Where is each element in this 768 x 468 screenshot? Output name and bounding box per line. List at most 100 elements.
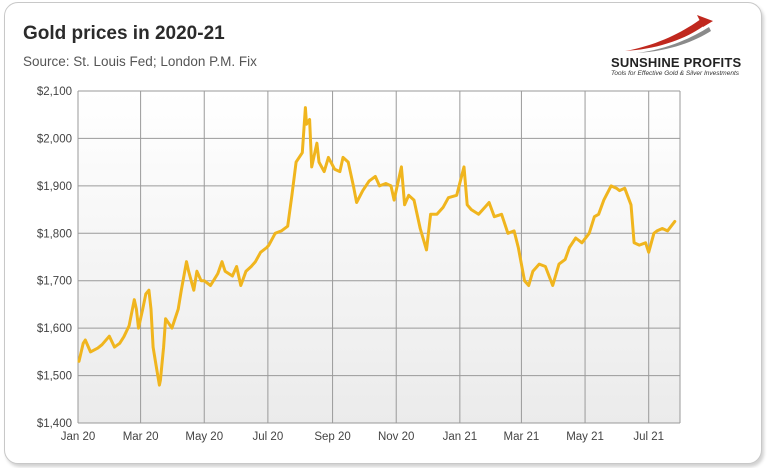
data-point (221, 260, 223, 263)
data-point (231, 275, 234, 277)
data-point (266, 246, 268, 249)
series-line-gold-price (77, 106, 677, 387)
chart-subtitle: Source: St. Louis Fed; London P.M. Fix (23, 54, 257, 69)
data-point (133, 298, 136, 301)
logo-swoosh-icon (625, 15, 713, 53)
data-point (633, 242, 635, 244)
data-point (235, 265, 238, 268)
data-point (327, 156, 330, 159)
data-point (155, 365, 157, 367)
data-point (224, 270, 226, 273)
data-point (250, 265, 252, 268)
y-tick-label: $1,800 (37, 228, 72, 240)
data-point (187, 270, 190, 273)
data-point (200, 279, 202, 282)
data-point (162, 346, 165, 348)
data-point (447, 196, 450, 199)
data-point (180, 289, 183, 292)
data-point (342, 156, 344, 159)
data-point (164, 317, 167, 320)
data-point (355, 201, 358, 204)
data-point (368, 180, 370, 182)
data-point (141, 308, 144, 311)
data-point (89, 351, 92, 353)
y-tick-label: $1,400 (37, 418, 72, 430)
data-point (470, 208, 473, 211)
data-point (259, 251, 262, 254)
data-point (291, 194, 293, 197)
data-point (488, 201, 490, 204)
data-point (193, 289, 195, 292)
y-tick-label: $1,600 (37, 323, 72, 335)
data-point (217, 272, 219, 275)
data-point (538, 263, 540, 265)
grid-lines (77, 90, 681, 424)
x-tick-label: May 20 (185, 431, 223, 443)
data-point (84, 339, 87, 341)
x-tick-label: Jul 21 (633, 431, 664, 443)
data-point (82, 342, 84, 345)
x-tick-label: Mar 20 (123, 431, 159, 443)
y-tick-label: $1,500 (37, 371, 72, 383)
x-tick-label: Nov 20 (378, 431, 414, 443)
data-point (159, 379, 162, 382)
data-point (78, 360, 80, 363)
x-tick-label: Jan 21 (443, 431, 478, 443)
data-point (419, 227, 422, 230)
data-point (400, 166, 403, 168)
data-point (403, 204, 406, 206)
logo-name: SUNSHINE PROFITS (611, 55, 742, 70)
data-point (308, 118, 311, 121)
data-point (638, 244, 641, 246)
data-point (137, 327, 140, 329)
data-point (323, 170, 326, 173)
chart-title: Gold prices in 2020-21 (23, 23, 225, 44)
data-point (390, 185, 392, 187)
data-point (603, 199, 605, 201)
data-point (517, 246, 520, 249)
data-point (568, 246, 571, 249)
data-point (254, 260, 257, 263)
data-point (378, 185, 381, 187)
data-point (544, 265, 547, 268)
data-point (507, 232, 509, 235)
x-axis-ticks: Jan 20 Mar 20 May 20 Jul 20 Sep 20 Nov 20 Jan … (61, 431, 664, 443)
data-point (101, 343, 103, 346)
data-point (123, 335, 125, 338)
data-point (588, 232, 590, 235)
x-tick-label: Mar 21 (504, 431, 540, 443)
data-point (393, 199, 395, 201)
data-point (656, 230, 658, 232)
y-tick-label: $1,900 (37, 181, 72, 193)
logo-tagline: Tools for Effective Gold & Silver Invest… (611, 70, 740, 77)
y-tick-label: $1,700 (37, 276, 72, 288)
series-layer (77, 106, 677, 387)
data-point (610, 185, 612, 187)
data-point (429, 213, 432, 216)
data-point (135, 308, 138, 311)
data-point (407, 194, 410, 197)
data-point (316, 142, 318, 144)
data-point (108, 335, 111, 338)
data-point (523, 279, 526, 282)
data-point (644, 242, 647, 244)
data-point (661, 227, 664, 230)
data-point (674, 220, 676, 223)
data-point (286, 225, 289, 227)
data-point (185, 260, 188, 263)
data-point (362, 189, 364, 192)
data-point (532, 270, 534, 273)
data-point (113, 346, 116, 348)
data-point (466, 204, 469, 206)
data-point (118, 342, 121, 345)
data-point (374, 175, 377, 178)
data-point (352, 185, 355, 187)
data-point (513, 230, 515, 232)
data-point (203, 279, 205, 282)
data-point (339, 170, 341, 173)
sunshine-profits-logo: SUNSHINE PROFITS Tools for Effective Gol… (609, 13, 759, 77)
plot-area (78, 91, 680, 423)
data-point (333, 168, 336, 171)
data-point (177, 308, 179, 311)
